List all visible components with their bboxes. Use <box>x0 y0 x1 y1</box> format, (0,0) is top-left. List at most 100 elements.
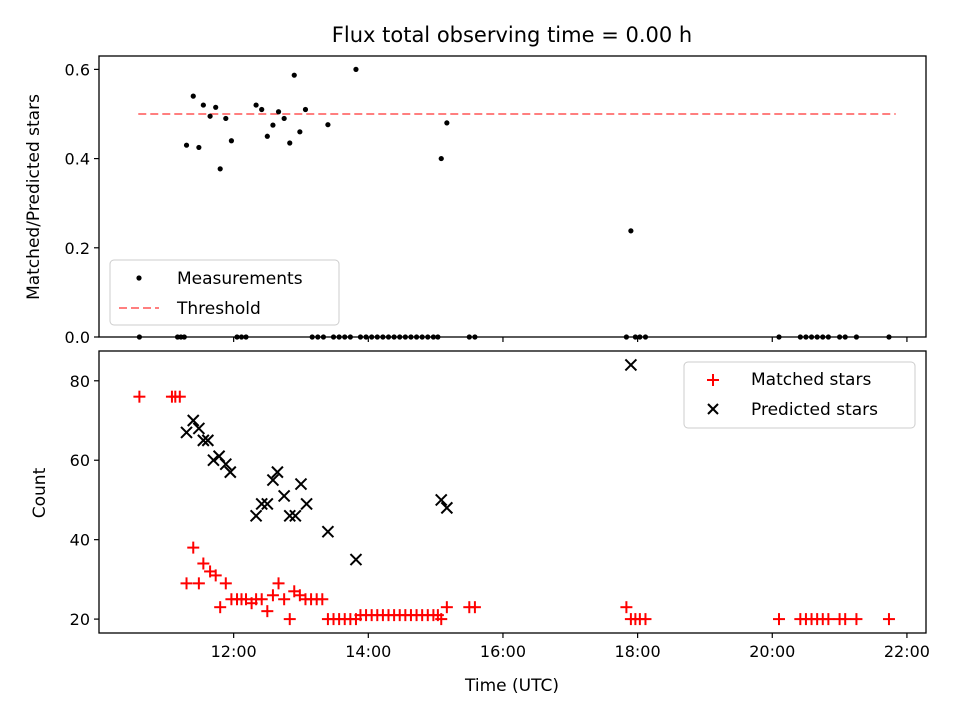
matched-star-point <box>255 593 268 606</box>
predicted-star-point <box>207 454 220 467</box>
top-y-tick-label: 0.6 <box>65 60 90 79</box>
predicted-star-point <box>224 465 237 479</box>
top-axes-frame <box>98 55 927 338</box>
bottom-y-tick-label: 60 <box>70 451 90 470</box>
top-legend: Measurements Threshold <box>109 259 340 326</box>
matched-star-point <box>773 613 786 626</box>
legend-measurements-label: Measurements <box>177 269 303 289</box>
bottom-plot-area <box>133 358 895 626</box>
matched-star-point <box>440 601 453 614</box>
predicted-star-point <box>197 434 210 447</box>
predicted-star-point <box>294 477 308 491</box>
top-y-axis-label: Matched/Predicted stars <box>24 94 44 300</box>
bottom-axes-frame <box>98 350 927 634</box>
matched-star-point <box>214 601 227 614</box>
measurement-point <box>270 122 276 128</box>
matched-star-point <box>266 589 279 602</box>
matched-star-point <box>283 613 296 626</box>
x-tick-label: 12:00 <box>211 642 257 661</box>
matched-star-point <box>272 577 285 590</box>
matched-star-point <box>187 541 200 554</box>
predicted-star-point <box>289 509 302 523</box>
measurement-point <box>628 228 634 234</box>
matched-star-point <box>173 390 186 403</box>
matched-star-point <box>468 601 481 614</box>
measurement-point <box>297 129 303 135</box>
x-tick-label: 16:00 <box>480 642 526 661</box>
top-axes-ticks: 0.0 0.2 0.4 0.6 <box>65 60 908 347</box>
measurement-point <box>196 144 202 151</box>
predicted-star-point <box>192 422 206 435</box>
matched-star-point <box>316 593 329 606</box>
measurement-point <box>228 138 235 144</box>
predicted-star-point <box>266 473 280 487</box>
measurement-point <box>207 113 213 119</box>
measurement-point <box>190 93 196 99</box>
legend-matched-marker <box>707 374 719 386</box>
measurement-point <box>325 122 331 128</box>
measurement-point <box>253 102 259 108</box>
predicted-star-point <box>624 358 638 372</box>
measurement-point <box>259 106 265 113</box>
legend-threshold-label: Threshold <box>176 299 261 319</box>
predicted-star-point <box>271 465 284 479</box>
matched-star-point <box>882 613 895 626</box>
measurement-point <box>217 166 223 172</box>
bottom-panel: 12:00 14:00 16:00 18:00 20:00 22:00 20 40 60 80 C… <box>30 350 930 696</box>
predicted-star-point <box>255 497 268 511</box>
measurement-point <box>223 115 229 122</box>
matched-star-point <box>278 593 291 606</box>
measurement-point <box>275 109 282 115</box>
matched-star-point <box>435 613 448 626</box>
top-y-tick-label: 0.4 <box>65 150 90 169</box>
predicted-star-point <box>435 493 448 507</box>
bottom-legend-box <box>683 361 916 429</box>
matched-star-point <box>209 569 222 582</box>
measurement-point <box>264 133 270 139</box>
predicted-star-point <box>249 509 263 523</box>
bottom-y-tick-label: 80 <box>70 372 90 391</box>
predicted-star-point <box>261 497 274 511</box>
matched-star-point <box>839 613 852 626</box>
measurement-point <box>438 155 444 162</box>
x-tick-label: 22:00 <box>884 642 930 661</box>
matched-star-point <box>620 601 633 614</box>
predicted-star-point <box>300 497 313 511</box>
legend-predicted-label: Predicted stars <box>751 400 878 420</box>
matched-star-point <box>197 557 210 570</box>
measurement-point <box>213 104 219 110</box>
matched-star-point <box>192 577 205 590</box>
measurement-point <box>287 140 293 146</box>
predicted-star-point <box>440 501 454 515</box>
matched-star-point <box>261 605 274 618</box>
matched-star-point <box>822 613 835 626</box>
measurement-point <box>281 115 287 122</box>
measurement-point <box>183 142 190 148</box>
matched-star-point <box>133 390 146 403</box>
bottom-y-tick-label: 20 <box>70 610 90 629</box>
predicted-star-point <box>277 489 291 503</box>
legend-matched-label: Matched stars <box>751 370 871 390</box>
top-y-tick-label: 0.2 <box>65 239 90 258</box>
predicted-star-point <box>219 457 233 471</box>
predicted-star-point <box>187 414 200 427</box>
predicted-star-point <box>321 525 335 538</box>
x-axis-label: Time (UTC) <box>464 676 559 696</box>
top-panel: 0.0 0.2 0.4 0.6 Matched/Predicted stars Mea… <box>24 55 927 347</box>
x-tick-label: 18:00 <box>615 642 661 661</box>
bottom-axes-ticks: 12:00 14:00 16:00 18:00 20:00 22:00 20 40 60 80 <box>70 372 930 661</box>
top-y-tick-label: 0.0 <box>65 328 90 347</box>
chart-title: Flux total observing time = 0.00 h <box>332 23 692 47</box>
predicted-star-point <box>180 426 193 439</box>
matched-star-point <box>219 577 232 590</box>
predicted-star-point <box>201 434 215 447</box>
matched-star-point <box>180 577 193 590</box>
measurement-point <box>353 66 359 72</box>
bottom-y-tick-label: 40 <box>70 531 90 550</box>
legend-measurements-marker <box>136 275 142 281</box>
measurement-point <box>444 120 450 126</box>
matched-star-point <box>639 613 652 626</box>
predicted-star-point <box>349 553 363 566</box>
